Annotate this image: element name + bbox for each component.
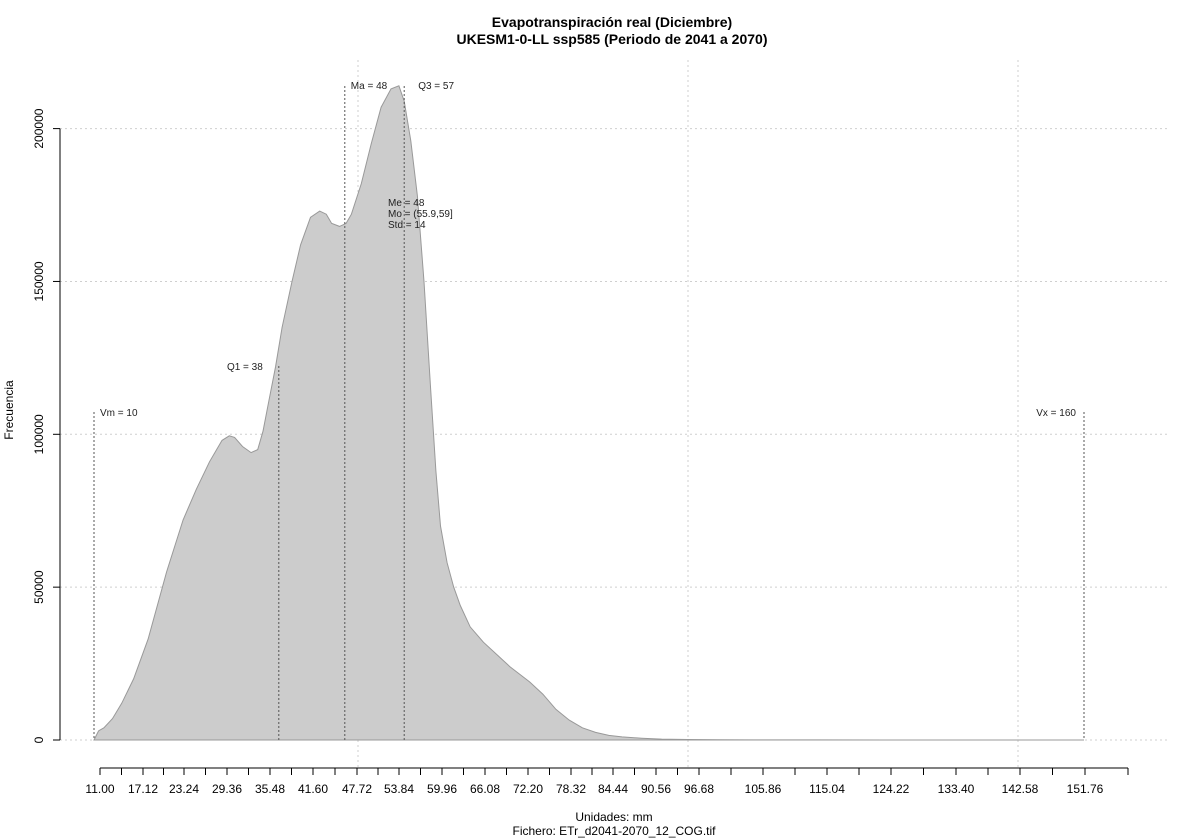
marker-label-vx: Vx = 160 bbox=[1036, 408, 1076, 419]
x-tick-label: 53.84 bbox=[384, 782, 414, 796]
y-tick-label: 150000 bbox=[32, 261, 46, 301]
x-tick-label: 72.20 bbox=[513, 782, 543, 796]
marker-layer: Vm = 10 Q1 = 38 Ma = 48 Q3 = 57 Vx = 160 bbox=[93, 81, 1085, 740]
y-tick-label: 200000 bbox=[32, 108, 46, 148]
y-axis-label: Frecuencia bbox=[2, 380, 16, 440]
marker-label-ma: Ma = 48 bbox=[351, 81, 388, 92]
stats-label: Std = 14 bbox=[388, 220, 426, 231]
y-tick-label: 100000 bbox=[32, 414, 46, 454]
chart-subtitle: UKESM1-0-LL ssp585 (Periodo de 2041 a 20… bbox=[457, 31, 768, 47]
stats-label: Me = 48 bbox=[388, 198, 425, 209]
y-tick-label: 50000 bbox=[32, 570, 46, 604]
stats-label: Mo = (55.9,59] bbox=[388, 209, 453, 220]
x-tick-label: 115.04 bbox=[809, 782, 845, 796]
chart-title: Evapotranspiración real (Diciembre) bbox=[492, 14, 732, 30]
x-tick-label: 35.48 bbox=[255, 782, 285, 796]
x-tick-label: 23.24 bbox=[169, 782, 199, 796]
x-tick-label: 142.58 bbox=[1002, 782, 1039, 796]
x-tick-label: 78.32 bbox=[556, 782, 586, 796]
density-area bbox=[93, 85, 1084, 741]
x-tick-label: 84.44 bbox=[598, 782, 628, 796]
x-tick-label: 124.22 bbox=[873, 782, 910, 796]
x-tick-label: 17.12 bbox=[128, 782, 158, 796]
y-tick-label: 0 bbox=[32, 736, 46, 743]
x-tick-label: 151.76 bbox=[1067, 782, 1104, 796]
marker-label-vm: Vm = 10 bbox=[100, 408, 138, 419]
x-tick-label: 66.08 bbox=[470, 782, 500, 796]
x-tick-label: 96.68 bbox=[684, 782, 714, 796]
y-axis: 0 50000 100000 150000 200000 bbox=[32, 108, 61, 743]
x-tick-label: 59.96 bbox=[427, 782, 457, 796]
x-tick-label: 133.40 bbox=[938, 782, 975, 796]
x-tick-label: 47.72 bbox=[342, 782, 372, 796]
x-tick-label: 11.00 bbox=[85, 782, 114, 796]
marker-label-q3: Q3 = 57 bbox=[418, 81, 454, 92]
marker-label-q1: Q1 = 38 bbox=[227, 362, 263, 373]
x-tick-label: 29.36 bbox=[212, 782, 242, 796]
x-tick-label: 105.86 bbox=[745, 782, 782, 796]
x-axis: 11.00 17.12 23.24 29.36 35.48 41.60 47.72 53.84… bbox=[85, 767, 1129, 796]
file-label: Fichero: ETr_d2041-2070_12_COG.tif bbox=[513, 824, 717, 838]
x-tick-label: 90.56 bbox=[641, 782, 671, 796]
x-axis-label: Unidades: mm bbox=[575, 810, 652, 824]
x-tick-label: 41.60 bbox=[298, 782, 328, 796]
